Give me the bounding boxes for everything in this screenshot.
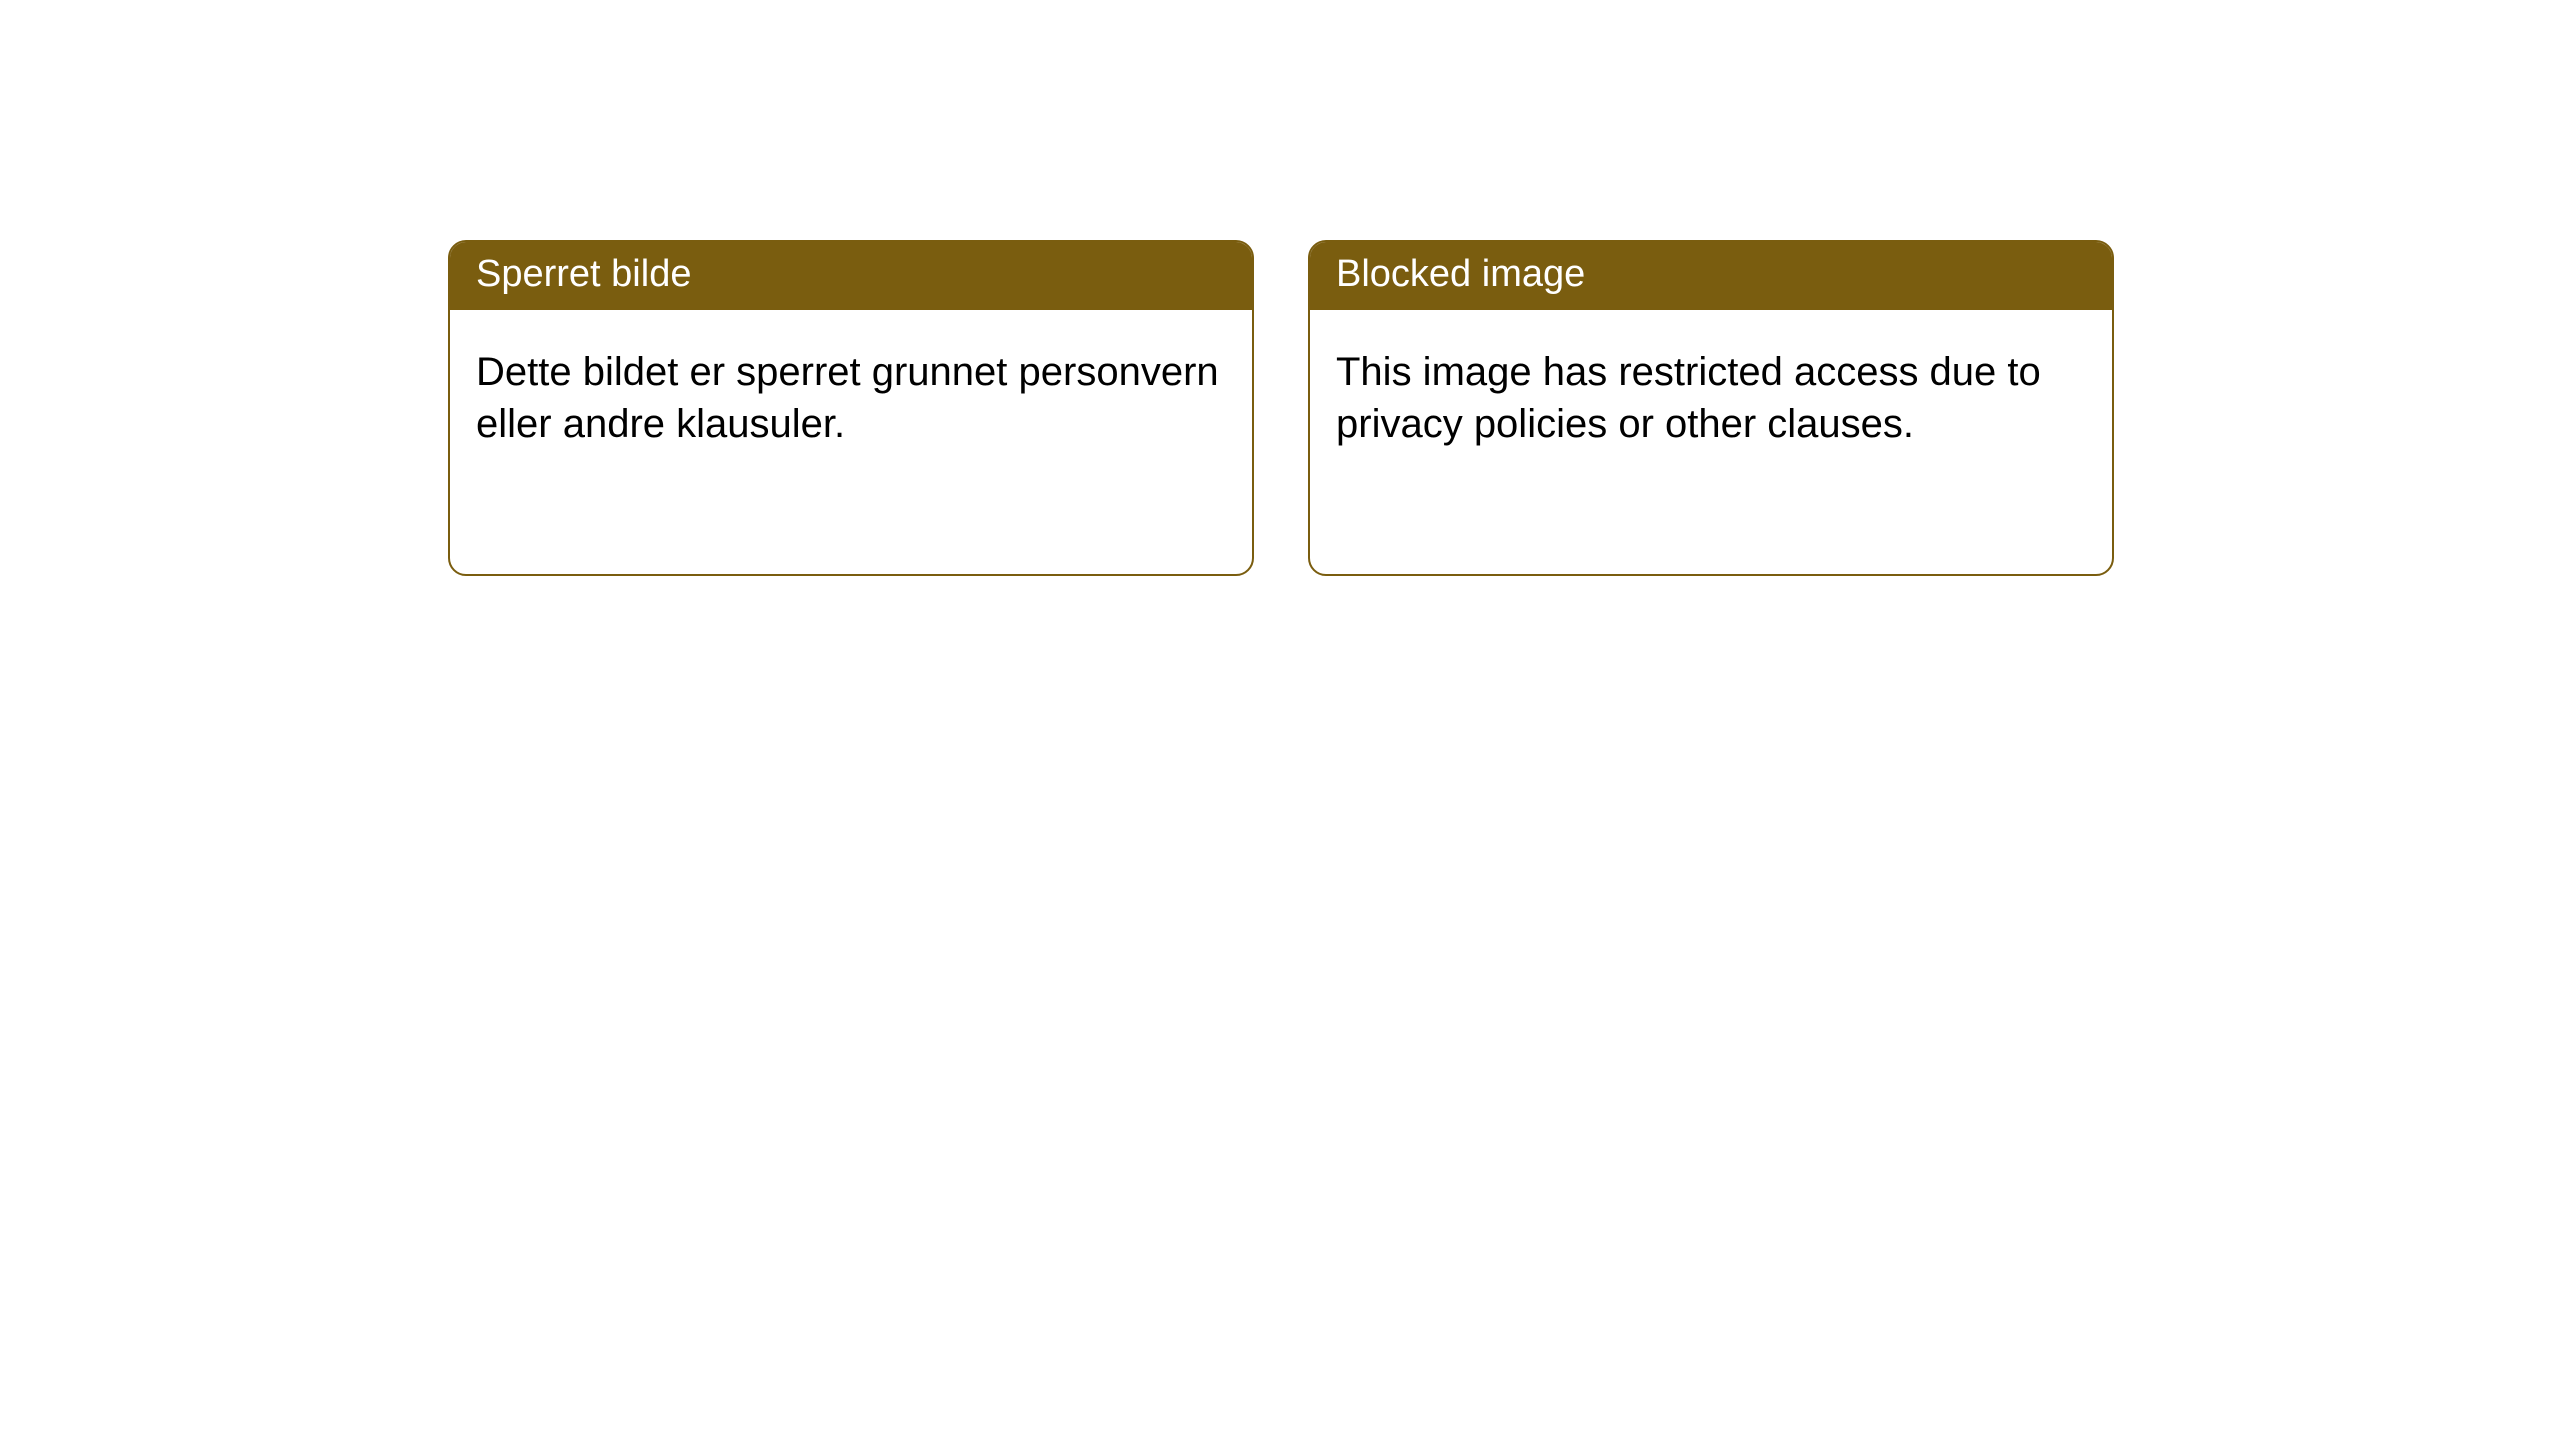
notice-container: Sperret bilde Dette bildet er sperret gr…: [0, 0, 2560, 576]
notice-card-norwegian: Sperret bilde Dette bildet er sperret gr…: [448, 240, 1254, 576]
notice-card-english: Blocked image This image has restricted …: [1308, 240, 2114, 576]
card-title-english: Blocked image: [1336, 253, 1585, 295]
card-header-norwegian: Sperret bilde: [450, 242, 1252, 310]
card-message-norwegian: Dette bildet er sperret grunnet personve…: [476, 350, 1219, 447]
card-header-english: Blocked image: [1310, 242, 2112, 310]
card-body-english: This image has restricted access due to …: [1310, 310, 2112, 488]
card-title-norwegian: Sperret bilde: [476, 253, 691, 295]
card-message-english: This image has restricted access due to …: [1336, 350, 2041, 447]
card-body-norwegian: Dette bildet er sperret grunnet personve…: [450, 310, 1252, 488]
